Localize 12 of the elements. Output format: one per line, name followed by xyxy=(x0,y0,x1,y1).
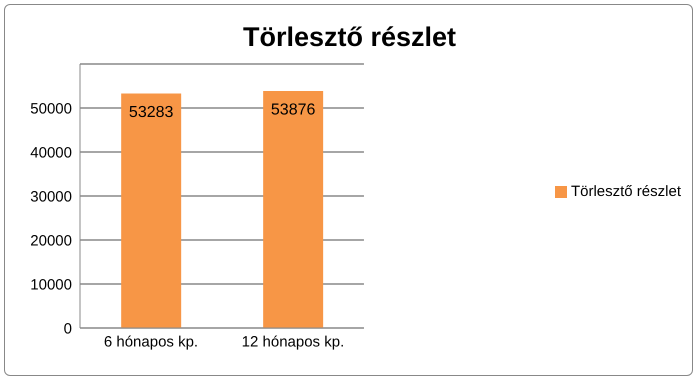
chart-title: Törlesztő részlet xyxy=(242,22,458,53)
data-label: 53283 xyxy=(128,104,174,121)
y-tick-label: 10000 xyxy=(30,276,72,294)
data-label: 53876 xyxy=(270,101,316,118)
y-tick-label: 50000 xyxy=(30,100,72,118)
legend-label: Törlesztő részlet xyxy=(570,182,681,200)
y-tick-label: 20000 xyxy=(30,232,72,250)
x-tick-label: 6 hónapos kp. xyxy=(104,334,198,351)
y-tick-label: 40000 xyxy=(30,144,72,162)
y-tick-label: 0 xyxy=(64,320,72,338)
y-tick-label: 30000 xyxy=(30,188,72,206)
x-tick-label: 12 hónapos kp. xyxy=(242,334,344,351)
